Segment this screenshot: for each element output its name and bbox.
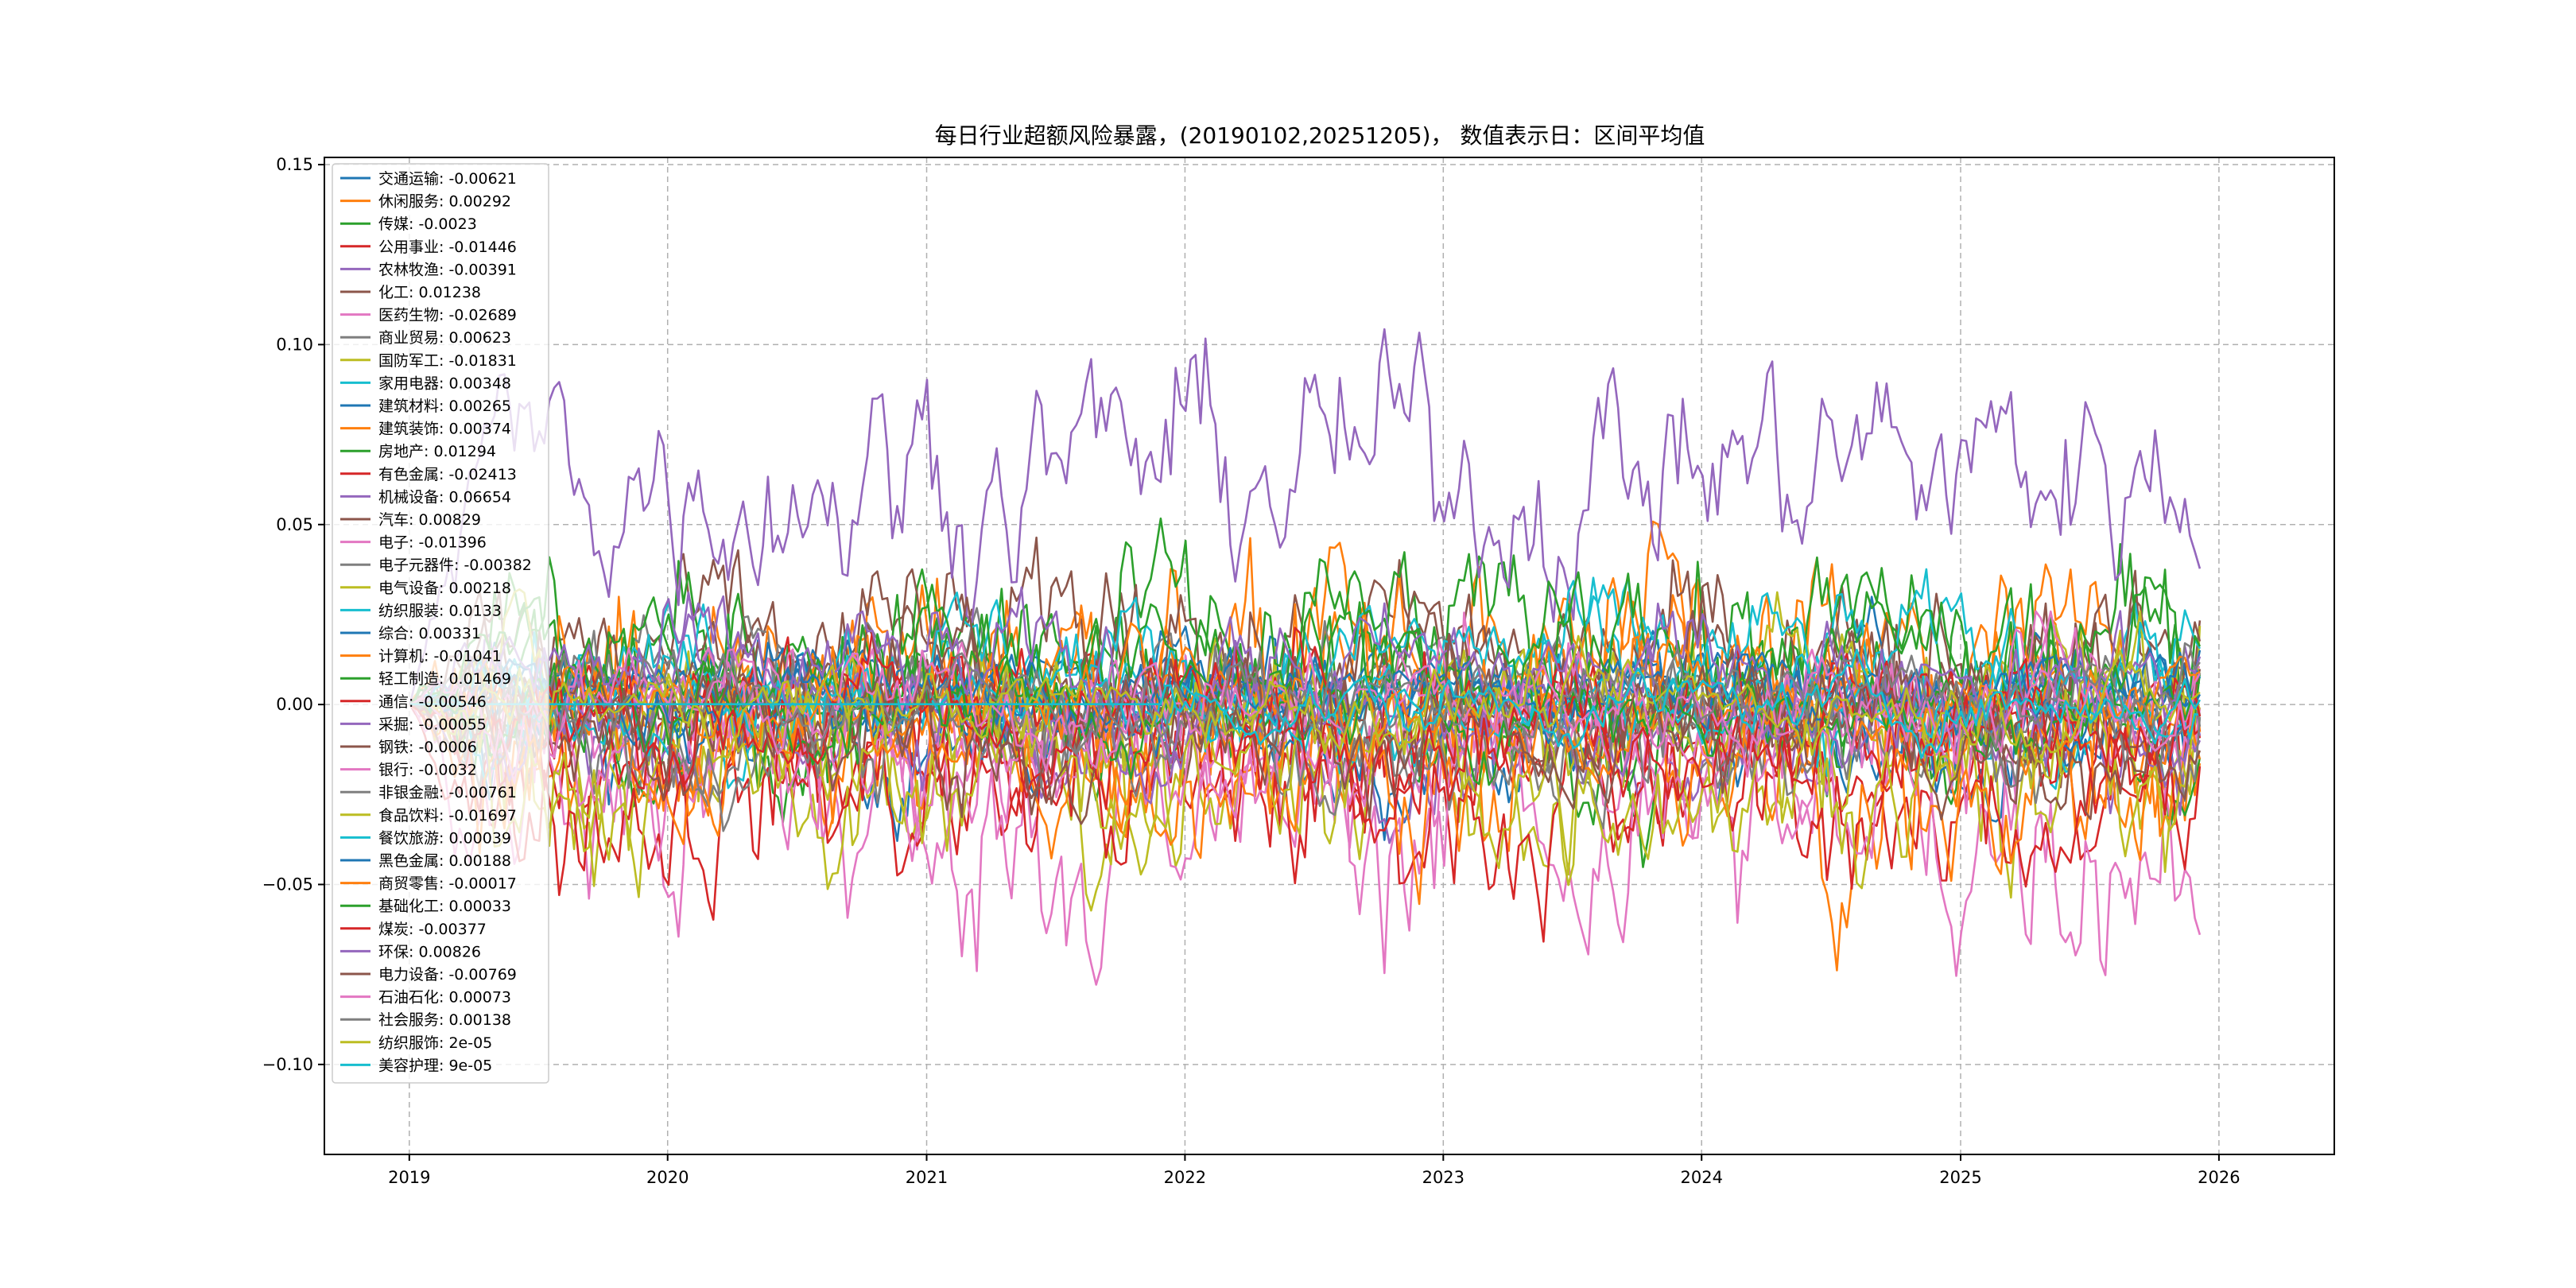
series-line: [409, 328, 2202, 705]
series-line: [409, 648, 2202, 759]
x-tick-label: 2020: [646, 1168, 689, 1187]
legend-label: 医药生物: -0.02689: [378, 307, 517, 324]
y-axis: 0.15 0.10 0.05 0.00 −0.05 −0.10: [262, 155, 324, 1074]
legend-label: 家用电器: 0.00348: [378, 374, 511, 392]
legend-label: 环保: 0.00826: [378, 943, 481, 960]
legend-label: 综合: 0.00331: [378, 625, 481, 642]
legend-label: 石油石化: 0.00073: [378, 989, 511, 1007]
legend-label: 商贸零售: -0.00017: [378, 875, 517, 893]
legend-label: 采掘: -0.00055: [378, 716, 487, 733]
chart-title: 每日行业超额风险暴露，(20190102,20251205)， 数值表示日：区间…: [935, 122, 1705, 149]
legend-label: 计算机: -0.01041: [378, 648, 502, 665]
legend: 交通运输: -0.00621 休闲服务: 0.00292 传媒: -0.0023 公用…: [332, 163, 549, 1084]
legend-label: 农林牧渔: -0.00391: [378, 261, 517, 278]
y-tick-label: −0.10: [262, 1055, 313, 1074]
series-line: [409, 671, 2202, 943]
y-tick-label: 0.00: [276, 695, 313, 714]
series-line: [409, 642, 2201, 755]
legend-label: 电力设备: -0.00769: [378, 966, 517, 983]
y-tick-label: 0.10: [276, 335, 313, 354]
legend-label: 化工: 0.01238: [378, 284, 481, 301]
legend-label: 餐饮旅游: 0.00039: [378, 829, 511, 847]
legend-label: 食品饮料: -0.01697: [378, 807, 517, 824]
x-tick-label: 2024: [1680, 1168, 1722, 1187]
legend-label: 电子元器件: -0.00382: [378, 557, 532, 574]
x-axis: 2019 2020 2021 2022 2023 2024 2025 2026: [388, 1154, 2240, 1187]
legend-label: 电气设备: 0.00218: [378, 580, 511, 597]
series-line: [409, 630, 2202, 844]
series-line: [409, 596, 2202, 816]
legend-label: 轻工制造: 0.01469: [378, 670, 511, 688]
legend-label: 社会服务: 0.00138: [378, 1011, 511, 1029]
legend-label: 建筑材料: 0.00265: [378, 398, 511, 415]
x-tick-label: 2026: [2198, 1168, 2240, 1187]
y-tick-label: 0.05: [276, 515, 313, 534]
legend-label: 银行: -0.0032: [378, 762, 477, 779]
legend-label: 纺织服装: 0.0133: [378, 602, 502, 619]
y-tick-label: 0.15: [276, 155, 313, 174]
legend-label: 通信: -0.00546: [378, 693, 487, 711]
legend-label: 传媒: -0.0023: [378, 215, 477, 233]
legend-label: 建筑装饰: 0.00374: [378, 421, 511, 438]
legend-label: 公用事业: -0.01446: [378, 239, 517, 256]
legend-label: 汽车: 0.00829: [378, 511, 481, 529]
legend-label: 商业贸易: 0.00623: [378, 329, 511, 347]
legend-label: 交通运输: -0.00621: [378, 170, 517, 188]
legend-label: 黑色金属: 0.00188: [378, 852, 511, 870]
legend-label: 电子: -0.01396: [378, 534, 487, 552]
legend-label: 纺织服饰: 2e-05: [378, 1034, 492, 1052]
legend-label: 非银金融: -0.00761: [378, 784, 517, 801]
legend-label: 有色金属: -0.02413: [378, 466, 517, 483]
series-line: [409, 517, 2202, 792]
legend-label: 煤炭: -0.00377: [378, 921, 487, 938]
x-tick-label: 2023: [1422, 1168, 1465, 1187]
legend-box: [332, 163, 549, 1084]
x-tick-label: 2025: [1939, 1168, 1981, 1187]
x-tick-label: 2021: [906, 1168, 948, 1187]
legend-label: 美容护理: 9e-05: [378, 1057, 492, 1074]
series-line: [409, 615, 2202, 906]
series-line: [409, 541, 2202, 972]
series-line: [409, 634, 2201, 764]
series-layer: [409, 328, 2202, 986]
legend-label: 房地产: 0.01294: [378, 443, 496, 460]
legend-label: 钢铁: -0.0006: [378, 739, 477, 756]
legend-label: 国防军工: -0.01831: [378, 352, 517, 370]
y-tick-label: −0.05: [262, 875, 313, 894]
legend-label: 机械设备: 0.06654: [378, 488, 511, 506]
legend-label: 基础化工: 0.00033: [378, 898, 511, 915]
plot-frame: [324, 157, 2335, 1155]
legend-label: 休闲服务: 0.00292: [378, 193, 511, 211]
x-tick-label: 2019: [388, 1168, 430, 1187]
x-tick-label: 2022: [1164, 1168, 1206, 1187]
